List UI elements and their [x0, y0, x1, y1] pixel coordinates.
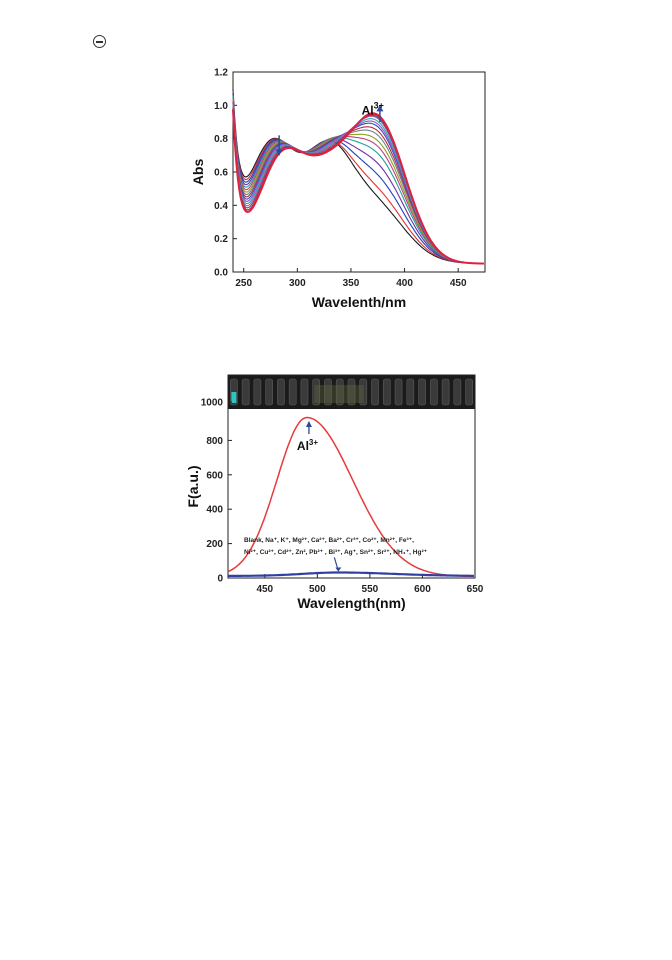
vial: [277, 378, 285, 406]
vial: [347, 378, 356, 406]
vial: [241, 378, 250, 406]
fl-y-tick-label: 200: [206, 539, 223, 550]
fl-annotation-sup: 3+: [309, 438, 318, 447]
vial: [371, 378, 379, 406]
abs-series-line: [232, 90, 484, 265]
vial: [253, 378, 262, 406]
fl-series-al3: [227, 416, 474, 578]
vial: [300, 378, 309, 406]
vial: [430, 378, 438, 406]
fl-y-tick-label: 400: [206, 505, 223, 516]
fl-plot-frame: [227, 374, 476, 579]
fl-y-tick-label: 800: [206, 436, 223, 447]
abs-series-line: [232, 109, 484, 265]
abs-y-tick-label: 1.0: [214, 101, 228, 112]
photo-glare: [314, 385, 364, 403]
fl-x-tick-label: 500: [309, 584, 326, 595]
vial: [418, 378, 426, 406]
fl-arrowhead-other-ions: [335, 567, 342, 572]
abs-y-tick-label: 0.6: [214, 168, 228, 179]
fluorescence-chart-svg: 450 500 550 600 650 0 200 400 600 800 1000 Waveleng…: [185, 374, 484, 611]
fl-annotation: Al3+: [297, 438, 318, 453]
fl-y-tick-label: 1000: [201, 398, 224, 409]
abs-plot-frame: [232, 71, 486, 273]
abs-x-axis-title: Wavelenth/nm: [312, 294, 406, 310]
vial: [441, 378, 450, 406]
vial: [288, 378, 297, 406]
abs-series-line: [232, 92, 484, 265]
abs-series-line: [232, 94, 484, 265]
abs-x-tick-label: 400: [396, 278, 413, 289]
abs-x-tick-label: 450: [450, 278, 467, 289]
abs-series-line: [232, 89, 484, 265]
abs-y-tick-label: 0.2: [214, 234, 228, 245]
fl-x-axis-title: Wavelength(nm): [297, 595, 405, 611]
fl-series-other-ions: [228, 571, 474, 577]
abs-x-tick-label: 350: [343, 278, 360, 289]
vial: [465, 378, 473, 406]
abs-y-tick-label: 0.4: [214, 201, 228, 212]
abs-series-group: [232, 89, 484, 265]
vial: [453, 378, 462, 406]
abs-y-tick-label: 1.2: [214, 68, 228, 79]
abs-series-line: [232, 95, 484, 265]
fl-x-tick-label: 450: [256, 584, 273, 595]
fl-y-tick-label: 600: [206, 470, 223, 481]
vial: [312, 378, 321, 406]
vial: [359, 378, 368, 406]
vial: [265, 378, 273, 406]
abs-series-line: [232, 106, 484, 265]
fl-y-tick-label: 0: [217, 574, 223, 585]
vial: [394, 378, 403, 406]
fluorescence-chart: 450 500 550 600 650 0 200 400 600 800 1000 Waveleng…: [180, 370, 490, 620]
vial: [335, 378, 344, 406]
fl-x-tick-label: 650: [467, 584, 484, 595]
fl-x-tick-label: 600: [414, 584, 431, 595]
abs-arrowhead-up: [376, 105, 384, 112]
fl-arrowhead-al3: [305, 421, 312, 428]
fl-x-tick-label: 550: [362, 584, 379, 595]
abs-y-axis-title: Abs: [190, 159, 206, 186]
abs-series-line: [232, 108, 484, 265]
page-marker-icon: [93, 35, 106, 48]
fl-ion-list-line1: Blank, Na⁺, K⁺, Mg²⁺, Ca²⁺, Ba²⁺, Cr³⁺, …: [244, 537, 414, 544]
abs-y-tick-label: 0.8: [214, 134, 228, 145]
absorbance-chart-svg: 250 300 350 400 450 0.0 0.2 0.4 0.6 0.8 1.0 1.2 Wave…: [190, 68, 486, 310]
abs-arrowhead-down: [275, 149, 283, 156]
vial: [382, 378, 391, 406]
fl-ion-list-line2: Ni²⁺, Cu²⁺, Cd²⁺, Zn², Pb²⁺ , Bi³⁺, Ag⁺,…: [244, 549, 428, 556]
fl-y-axis-title: F(a.u.): [185, 466, 201, 508]
vial: [324, 378, 332, 406]
abs-x-tick-label: 250: [235, 278, 252, 289]
abs-annotation-sup: 3+: [374, 101, 384, 111]
abs-series-line: [232, 102, 484, 265]
vial: [406, 378, 415, 406]
vial-fluorescent-solution: [231, 392, 237, 403]
abs-y-tick-label: 0.0: [214, 268, 228, 279]
abs-x-tick-label: 300: [289, 278, 306, 289]
absorbance-chart: 250 300 350 400 450 0.0 0.2 0.4 0.6 0.8 1.0 1.2 Wave…: [180, 62, 490, 320]
